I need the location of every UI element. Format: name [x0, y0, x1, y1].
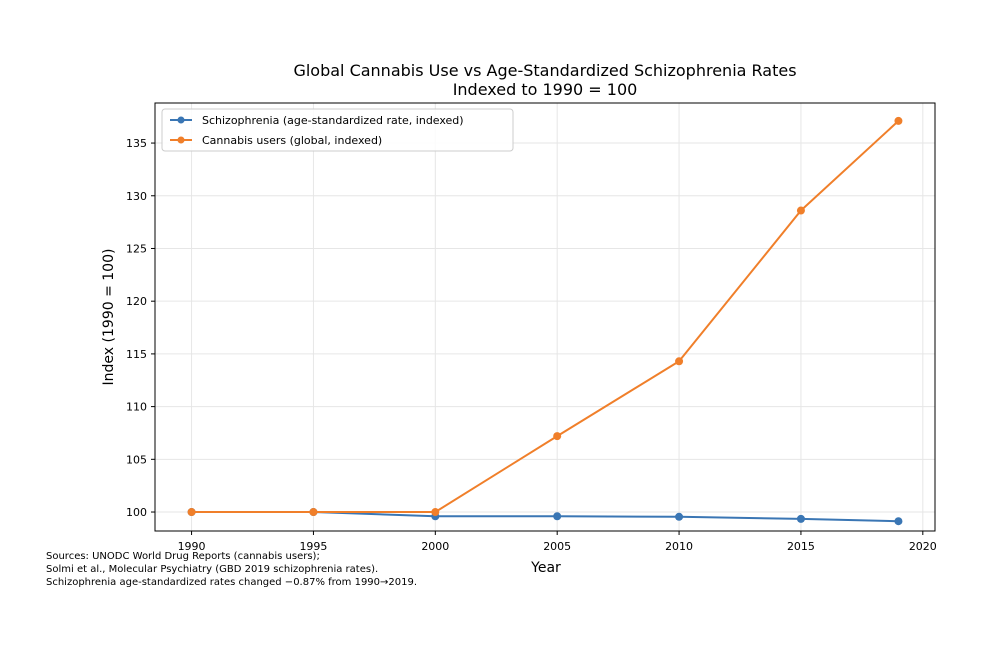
- y-tick-label-135: 135: [126, 137, 147, 150]
- y-tick-label-125: 125: [126, 242, 147, 255]
- y-tick-label-110: 110: [126, 401, 147, 414]
- x-tick-label-2015: 2015: [787, 540, 815, 553]
- y-tick-label-100: 100: [126, 506, 147, 519]
- footnote-line-2: Solmi et al., Molecular Psychiatry (GBD …: [46, 564, 378, 575]
- point-schizophrenia-2010: [675, 512, 684, 521]
- x-tick-label-1995: 1995: [299, 540, 327, 553]
- x-tick-label-1990: 1990: [178, 540, 206, 553]
- point-cannabis-2005: [553, 432, 562, 441]
- y-axis-label: Index (1990 = 100): [101, 249, 117, 386]
- point-cannabis-1995: [309, 508, 318, 517]
- y-tick-label-115: 115: [126, 348, 147, 361]
- plot-frame: [154, 102, 936, 532]
- point-schizophrenia-2005: [553, 512, 562, 521]
- x-tick-label-2005: 2005: [543, 540, 571, 553]
- y-tick-label-105: 105: [126, 453, 147, 466]
- x-tick-label-2020: 2020: [909, 540, 937, 553]
- legend-label-schizophrenia: Schizophrenia (age-standardized rate, in…: [202, 114, 464, 127]
- x-tick-label-2010: 2010: [665, 540, 693, 553]
- footnote-line-3: Schizophrenia age-standardized rates cha…: [46, 577, 417, 588]
- series-line-schizophrenia: [191, 511, 899, 523]
- chart-legend: Schizophrenia (age-standardized rate, in…: [161, 108, 514, 152]
- point-cannabis-2000: [431, 508, 440, 517]
- chart-title: Global Cannabis Use vs Age-Standardized …: [293, 61, 796, 80]
- point-schizophrenia-2015: [796, 514, 805, 523]
- legend-box: [161, 108, 514, 152]
- point-cannabis-2010: [675, 357, 684, 366]
- footnote: Sources: UNODC World Drug Reports (canna…: [46, 551, 417, 588]
- point-cannabis-2019: [894, 116, 903, 125]
- footnote-line-1: Sources: UNODC World Drug Reports (canna…: [46, 551, 320, 562]
- legend-marker-cannabis: [177, 136, 185, 144]
- axis-ticks: 1990 1995 2000 2005 2010 2015 2020 100 105 110 115…: [126, 137, 937, 553]
- chart-subtitle: Indexed to 1990 = 100: [453, 80, 638, 99]
- series-line-cannabis: [191, 120, 900, 514]
- point-schizophrenia-2019: [894, 517, 903, 526]
- point-cannabis-1990: [187, 508, 196, 517]
- grid-lines: [155, 103, 935, 531]
- point-cannabis-2015: [796, 206, 805, 215]
- legend-label-cannabis: Cannabis users (global, indexed): [202, 134, 382, 147]
- x-tick-label-2000: 2000: [421, 540, 449, 553]
- legend-marker-schizophrenia: [177, 116, 185, 124]
- y-tick-label-120: 120: [126, 295, 147, 308]
- series-lines: [187, 116, 903, 526]
- x-axis-label: Year: [530, 560, 561, 576]
- y-tick-label-130: 130: [126, 190, 147, 203]
